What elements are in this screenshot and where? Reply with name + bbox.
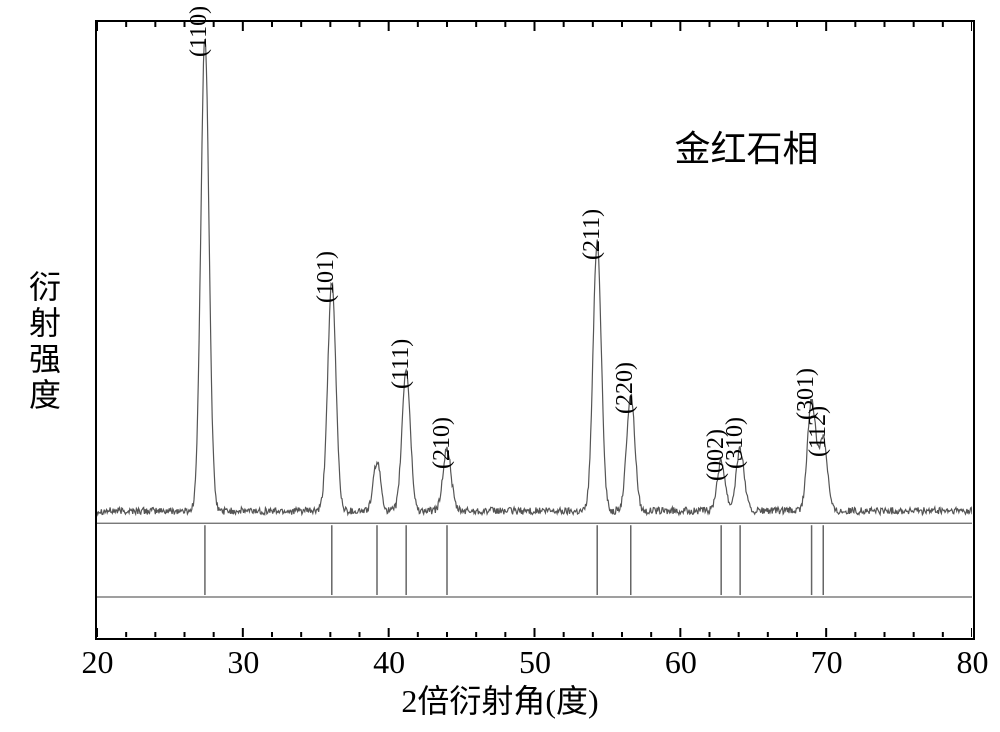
chart-container: 衍射强度 金红石相 20304050607080 (110)(101)(111)… bbox=[0, 0, 1000, 732]
xrd-svg bbox=[97, 22, 972, 637]
peak-label: (110) bbox=[186, 6, 213, 57]
y-axis-label: 衍射强度 bbox=[20, 270, 66, 414]
peak-label: (210) bbox=[429, 417, 456, 469]
peak-label: (220) bbox=[612, 362, 639, 414]
peak-label: (111) bbox=[388, 339, 415, 389]
plot-area: 金红石相 bbox=[95, 20, 975, 640]
x-axis-label: 2倍衍射角(度) bbox=[0, 676, 1000, 722]
phase-label: 金红石相 bbox=[675, 120, 819, 172]
xrd-trace bbox=[97, 39, 972, 515]
peak-label: (211) bbox=[579, 209, 606, 260]
peak-label: (101) bbox=[313, 251, 340, 303]
peak-label: (112) bbox=[805, 406, 832, 457]
peak-label: (310) bbox=[722, 417, 749, 469]
